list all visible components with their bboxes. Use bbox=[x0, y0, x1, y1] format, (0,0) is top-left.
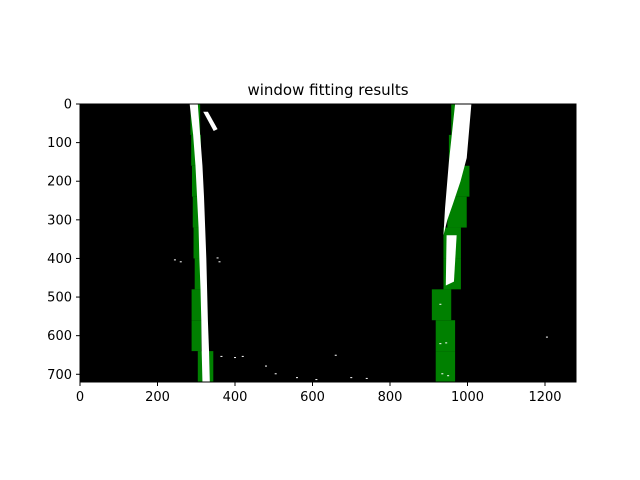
x-tick-label: 600 bbox=[300, 390, 325, 405]
y-tick-label: 400 bbox=[47, 252, 72, 267]
noise-pixel bbox=[315, 379, 317, 380]
chart-title: window fitting results bbox=[247, 81, 408, 99]
noise-pixel bbox=[275, 373, 277, 374]
noise-pixel bbox=[366, 378, 368, 379]
x-tick-label: 1200 bbox=[528, 390, 561, 405]
noise-pixel bbox=[447, 375, 449, 376]
noise-pixel bbox=[445, 342, 447, 343]
noise-pixel bbox=[439, 304, 441, 305]
noise-pixel bbox=[219, 261, 221, 262]
y-tick-label: 700 bbox=[47, 368, 72, 383]
noise-pixel bbox=[234, 357, 236, 358]
noise-pixel bbox=[439, 343, 441, 344]
x-tick-label: 1000 bbox=[451, 390, 484, 405]
right-search-window bbox=[432, 289, 451, 320]
noise-pixel bbox=[220, 356, 222, 357]
noise-pixel bbox=[546, 337, 548, 338]
x-tick-label: 0 bbox=[76, 390, 84, 405]
noise-pixel bbox=[217, 257, 219, 258]
noise-pixel bbox=[242, 356, 244, 357]
right-search-window bbox=[436, 351, 455, 382]
plot-area bbox=[80, 104, 576, 382]
noise-pixel bbox=[335, 355, 337, 356]
noise-pixel bbox=[296, 377, 298, 378]
x-tick-label: 400 bbox=[223, 390, 248, 405]
left-search-window bbox=[192, 320, 202, 351]
x-tick-label: 200 bbox=[145, 390, 170, 405]
y-tick-label: 200 bbox=[47, 175, 72, 190]
noise-pixel bbox=[265, 366, 267, 367]
y-tick-label: 100 bbox=[47, 136, 72, 151]
y-tick-label: 300 bbox=[47, 213, 72, 228]
noise-pixel bbox=[350, 377, 352, 378]
noise-pixel bbox=[441, 373, 443, 374]
y-tick-label: 600 bbox=[47, 329, 72, 344]
noise-pixel bbox=[180, 261, 182, 262]
noise-pixel bbox=[174, 259, 176, 260]
left-search-window bbox=[192, 289, 202, 320]
y-tick-label: 0 bbox=[64, 98, 72, 113]
plot-background bbox=[80, 104, 576, 382]
x-tick-label: 800 bbox=[378, 390, 403, 405]
y-tick-label: 500 bbox=[47, 291, 72, 306]
right-search-window bbox=[436, 320, 455, 351]
